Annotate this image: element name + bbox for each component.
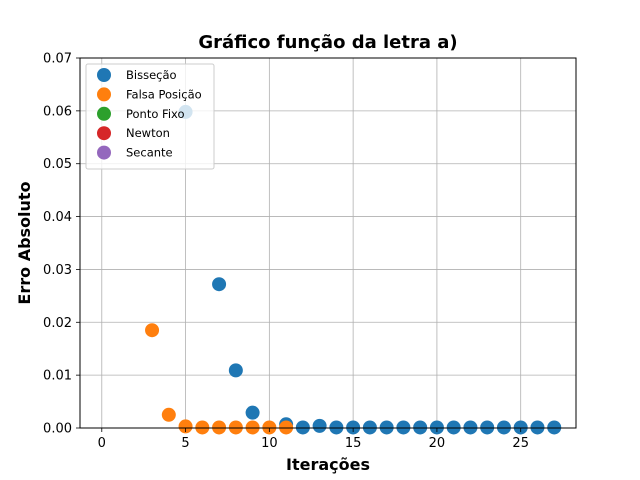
legend-label: Newton (126, 126, 170, 140)
x-tick-label: 10 (261, 436, 278, 451)
legend-label: Ponto Fixo (126, 107, 185, 121)
plot-area-frame (79, 57, 577, 429)
data-point (245, 420, 260, 435)
data-point (195, 420, 210, 435)
y-tick-label: 0.02 (43, 316, 72, 331)
data-point (212, 420, 227, 435)
data-point (413, 420, 428, 435)
data-point (429, 420, 444, 435)
data-point (262, 420, 277, 435)
data-point (480, 420, 495, 435)
legend-marker (97, 106, 111, 121)
data-point (513, 420, 528, 435)
data-point (446, 420, 461, 435)
legend-marker (97, 87, 111, 102)
data-point (463, 420, 478, 435)
x-tick-label: 15 (345, 436, 362, 451)
data-point (496, 420, 511, 435)
data-point (547, 420, 562, 435)
y-tick-label: 0.06 (43, 104, 72, 119)
data-point (178, 419, 193, 434)
legend-label: Secante (126, 146, 173, 160)
y-tick-label: 0.07 (43, 52, 72, 67)
legend-label: Falsa Posição (126, 87, 202, 101)
x-tick-label: 20 (429, 436, 446, 451)
axis-ticks: 0 5 10 15 20 25 0.00 0.01 0.02 0.03 0.04 0.05 0.06 0.… (43, 52, 529, 452)
data-point (161, 407, 176, 422)
y-tick-label: 0.00 (43, 422, 72, 437)
data-point (295, 420, 310, 435)
data-points (145, 104, 562, 435)
data-point (312, 418, 327, 433)
y-tick-label: 0.01 (43, 369, 72, 384)
y-tick-label: 0.05 (43, 157, 72, 172)
y-tick-label: 0.04 (43, 210, 72, 225)
data-point (346, 420, 361, 435)
legend-frame (85, 63, 215, 170)
data-point (362, 420, 377, 435)
x-tick-label: 25 (512, 436, 529, 451)
data-point (212, 277, 227, 292)
data-point (379, 420, 394, 435)
data-point (530, 420, 545, 435)
legend: Bisseção Falsa Posição Ponto Fixo Newton Sec… (85, 63, 215, 170)
legend-marker (97, 145, 111, 160)
legend-marker (97, 68, 111, 82)
legend-label: Bisseção (126, 68, 177, 82)
chart-title: Gráfico função da letra a) (198, 32, 457, 53)
y-axis-title: Erro Absoluto (15, 181, 34, 304)
x-axis-title: Iterações (286, 455, 370, 474)
data-point (329, 420, 344, 435)
data-point (279, 420, 294, 435)
data-point (396, 420, 411, 435)
y-tick-label: 0.03 (43, 263, 72, 278)
x-tick-label: 0 (98, 436, 106, 451)
data-point (228, 363, 243, 378)
data-point (228, 420, 243, 435)
legend-marker (97, 126, 111, 141)
x-tick-label: 5 (181, 436, 189, 451)
data-point (245, 405, 260, 420)
data-point (145, 323, 160, 338)
